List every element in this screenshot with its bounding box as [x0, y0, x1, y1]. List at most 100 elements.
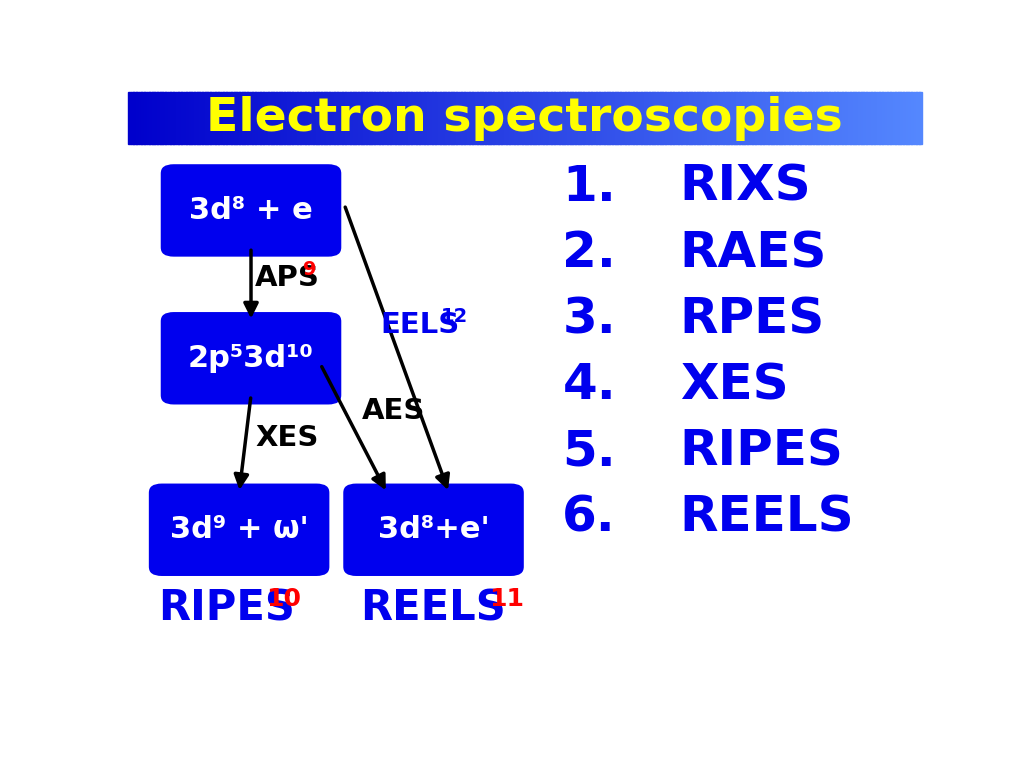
Bar: [188, 92, 193, 144]
Bar: [803, 92, 806, 144]
Bar: [895, 92, 899, 144]
Bar: [760, 92, 764, 144]
Bar: [417, 92, 420, 144]
Bar: [501, 92, 505, 144]
Text: RIPES: RIPES: [158, 587, 295, 629]
Text: EELS: EELS: [381, 311, 460, 339]
Bar: [504, 92, 507, 144]
Bar: [461, 92, 465, 144]
Bar: [853, 92, 856, 144]
Bar: [295, 92, 298, 144]
Bar: [276, 92, 280, 144]
Bar: [247, 92, 251, 144]
Bar: [300, 92, 303, 144]
Bar: [691, 92, 695, 144]
Bar: [435, 92, 438, 144]
Bar: [133, 92, 137, 144]
Bar: [639, 92, 642, 144]
Bar: [541, 92, 544, 144]
Bar: [837, 92, 841, 144]
Bar: [332, 92, 335, 144]
Bar: [532, 92, 537, 144]
Bar: [290, 92, 293, 144]
Bar: [614, 92, 618, 144]
Bar: [322, 92, 325, 144]
Bar: [551, 92, 555, 144]
Bar: [811, 92, 814, 144]
Text: 3d⁹ + ω': 3d⁹ + ω': [170, 515, 308, 545]
Bar: [911, 92, 914, 144]
Bar: [607, 92, 610, 144]
Text: 3d⁸ + e: 3d⁸ + e: [189, 196, 313, 225]
Bar: [353, 92, 356, 144]
Bar: [694, 92, 697, 144]
Bar: [753, 92, 756, 144]
Text: RPES: RPES: [680, 295, 824, 343]
Bar: [517, 92, 520, 144]
Bar: [385, 92, 388, 144]
Text: 3d⁸+e': 3d⁸+e': [378, 515, 489, 545]
Text: 10: 10: [266, 588, 301, 611]
Bar: [197, 92, 201, 144]
Bar: [160, 92, 163, 144]
Bar: [432, 92, 435, 144]
Bar: [877, 92, 880, 144]
Bar: [657, 92, 660, 144]
Bar: [268, 92, 271, 144]
Bar: [781, 92, 784, 144]
Text: RAES: RAES: [680, 229, 827, 277]
Bar: [623, 92, 626, 144]
Bar: [509, 92, 512, 144]
Bar: [252, 92, 256, 144]
Bar: [527, 92, 530, 144]
Bar: [536, 92, 539, 144]
Bar: [482, 92, 486, 144]
Bar: [395, 92, 398, 144]
Bar: [705, 92, 709, 144]
Bar: [778, 92, 782, 144]
Bar: [567, 92, 570, 144]
Bar: [467, 92, 470, 144]
Bar: [581, 92, 584, 144]
Bar: [392, 92, 396, 144]
Bar: [327, 92, 330, 144]
Bar: [659, 92, 664, 144]
Bar: [220, 92, 224, 144]
Bar: [840, 92, 843, 144]
Bar: [146, 92, 150, 144]
Bar: [641, 92, 645, 144]
Bar: [207, 92, 211, 144]
Bar: [575, 92, 579, 144]
Bar: [546, 92, 550, 144]
Bar: [766, 92, 769, 144]
Bar: [490, 92, 494, 144]
Bar: [646, 92, 650, 144]
Bar: [310, 92, 314, 144]
Bar: [459, 92, 462, 144]
Bar: [604, 92, 607, 144]
Bar: [245, 92, 248, 144]
Bar: [636, 92, 639, 144]
Bar: [445, 92, 449, 144]
Text: XES: XES: [680, 362, 788, 409]
Bar: [654, 92, 657, 144]
Bar: [313, 92, 316, 144]
Bar: [454, 92, 457, 144]
Bar: [337, 92, 340, 144]
Bar: [905, 92, 909, 144]
Bar: [887, 92, 891, 144]
Bar: [258, 92, 261, 144]
Text: 9: 9: [303, 260, 316, 279]
Bar: [564, 92, 568, 144]
Bar: [617, 92, 621, 144]
Bar: [377, 92, 380, 144]
Bar: [723, 92, 727, 144]
Bar: [544, 92, 547, 144]
Bar: [620, 92, 624, 144]
Bar: [424, 92, 428, 144]
FancyBboxPatch shape: [160, 311, 343, 406]
Bar: [631, 92, 634, 144]
Bar: [601, 92, 605, 144]
Bar: [173, 92, 176, 144]
Bar: [400, 92, 403, 144]
